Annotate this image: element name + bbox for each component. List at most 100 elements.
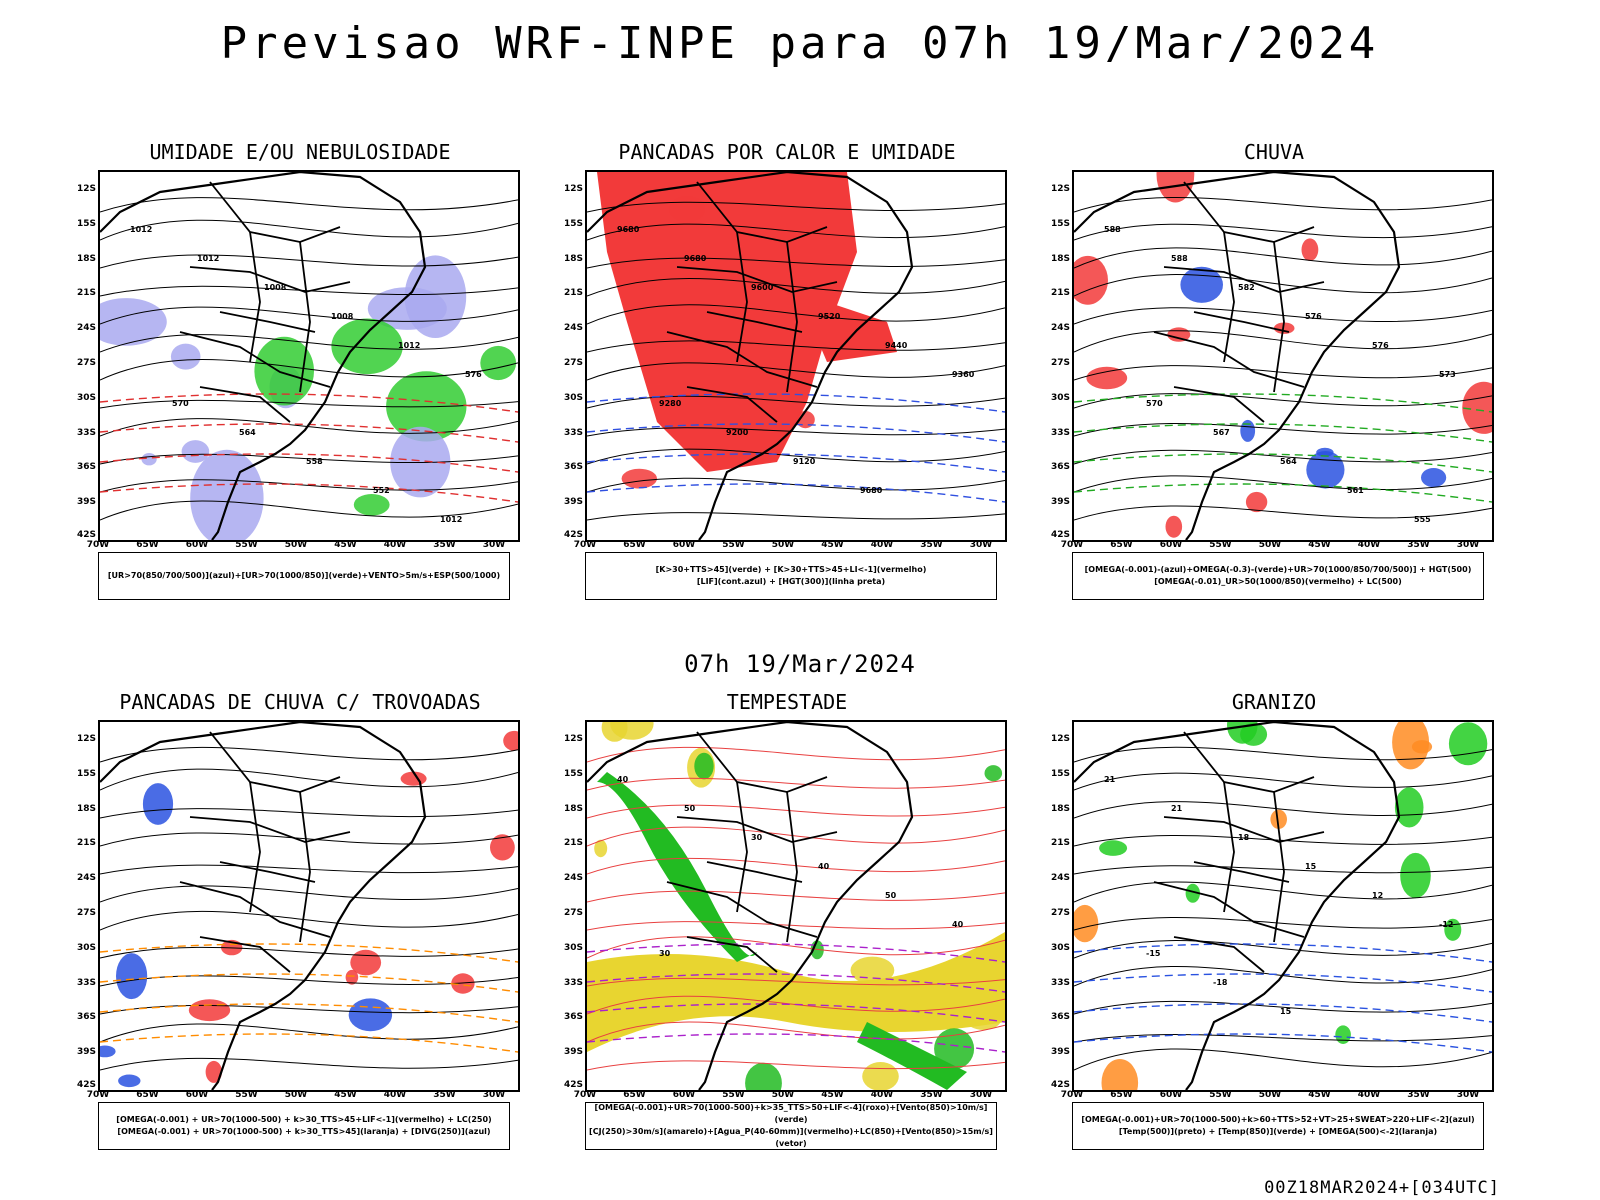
- coastline: [587, 172, 914, 540]
- dashed-contour: [100, 393, 518, 413]
- panel-title: GRANIZO: [1231, 690, 1317, 714]
- lat-tick-label: 18S: [76, 803, 96, 814]
- field-patch: [345, 969, 359, 985]
- state-boundary: [666, 881, 818, 938]
- contour-line: [1074, 1000, 1492, 1015]
- dashed-contour: [100, 1003, 518, 1023]
- coastline: [1074, 722, 1401, 1090]
- lon-tick-label: 50W: [284, 540, 308, 550]
- lon-tick-label: 65W: [1110, 1090, 1133, 1100]
- field-patch: [1074, 255, 1108, 305]
- lat-tick-label: 15S: [76, 768, 96, 779]
- dashed-contour: [587, 1003, 1005, 1023]
- field-patch: [885, 999, 921, 1019]
- lat-tick-label: 27S: [76, 358, 96, 368]
- lon-tick-label: 55W: [1209, 540, 1232, 550]
- lat-tick-label: 42S: [563, 1080, 583, 1090]
- field-patch: [1301, 238, 1319, 261]
- contour-line: [1074, 1048, 1492, 1071]
- legend-line: [LIF](cont.azul) + [HGT(300)](linha pret…: [696, 577, 886, 586]
- contour-label: 30: [751, 833, 763, 842]
- contour-line: [587, 257, 1005, 269]
- state-boundary: [1223, 231, 1235, 363]
- lon-tick-label: 70W: [1060, 540, 1084, 550]
- contour-label: 588: [1171, 254, 1188, 263]
- lat-tick-label: 42S: [76, 530, 96, 540]
- map-plot: 9680 9680 9600 9520 9440 9360 9280 9200 9120 9680: [587, 172, 1005, 540]
- legend-line: [Temp(500)](preto) + [Temp(850)](verde) …: [1118, 1127, 1438, 1136]
- contour-line: [100, 832, 518, 847]
- field-patch: [1156, 172, 1195, 203]
- field-patch: [100, 298, 167, 346]
- lon-tick-label: 45W: [821, 1090, 844, 1100]
- dashed-contour: [100, 483, 518, 503]
- contour-line: [587, 746, 1005, 763]
- field-patch: [934, 1028, 975, 1070]
- lat-tick-label: 12S: [76, 184, 96, 194]
- lat-tick-label: 18S: [563, 253, 583, 264]
- field-patch: [1400, 852, 1431, 899]
- lon-tick-label: 50W: [284, 1090, 308, 1100]
- contour-label: 564: [239, 428, 256, 437]
- lat-tick-label: 39S: [563, 1047, 583, 1058]
- contour-label: 21: [1171, 804, 1183, 813]
- lon-tick-label: 50W: [1258, 1090, 1282, 1100]
- field-patch: [1448, 722, 1488, 766]
- contour-line: [100, 418, 518, 437]
- dashed-contour: [587, 453, 1005, 473]
- contour-label: 555: [1414, 515, 1431, 524]
- contour-line: [100, 808, 518, 819]
- dashed-contour: [1074, 943, 1492, 963]
- lon-tick-label: 60W: [1159, 540, 1183, 550]
- field-patch: [142, 783, 174, 825]
- lon-tick-label: 30W: [1456, 540, 1480, 550]
- legend-line: [OMEGA(-0.001) + UR>70(1000-500) + k>30_…: [117, 1127, 491, 1136]
- contour-label: 9680: [860, 486, 883, 495]
- contour-line: [100, 910, 518, 931]
- lat-tick-label: 42S: [76, 1080, 96, 1090]
- contour-label: 582: [1238, 283, 1255, 292]
- contour-line: [1074, 223, 1492, 241]
- lon-tick-label: 65W: [136, 1090, 159, 1100]
- contour-label: 576: [465, 370, 482, 379]
- contour-line: [1074, 835, 1492, 847]
- lon-tick-label: 45W: [1308, 1090, 1331, 1100]
- lon-tick-label: 60W: [672, 1090, 696, 1100]
- legend-box: [OMEGA(-0.001)+UR>70(1000-500)+k>35_TTS>…: [585, 1102, 997, 1150]
- state-boundary: [299, 791, 311, 943]
- legend-box: [OMEGA(-0.001) + UR>70(1000-500) + k>30_…: [98, 1102, 510, 1150]
- lat-tick-label: 21S: [1050, 288, 1070, 299]
- dashed-contour: [1074, 1033, 1492, 1053]
- contour-line: [1074, 422, 1492, 437]
- contour-label: 12: [1372, 891, 1383, 900]
- dashed-contour: [1074, 973, 1492, 993]
- field-patch: [1086, 366, 1128, 390]
- lat-tick-label: 36S: [563, 462, 583, 473]
- field-patch: [353, 494, 390, 516]
- state-boundary: [736, 781, 748, 913]
- lat-tick-label: 18S: [1050, 253, 1070, 264]
- contour-line: [100, 479, 518, 493]
- lat-tick-label: 30S: [563, 392, 583, 403]
- field-patch: [1394, 787, 1424, 828]
- lon-tick-label: 40W: [383, 540, 407, 550]
- lon-tick-label: 55W: [235, 1090, 258, 1100]
- lat-tick-label: 36S: [76, 462, 96, 473]
- state-boundary: [1183, 731, 1315, 793]
- contour-line: [1074, 916, 1492, 931]
- lon-tick-label: 30W: [482, 540, 506, 550]
- field-patch: [610, 722, 654, 740]
- contour-label: 15: [1305, 862, 1317, 871]
- field-patch: [1074, 904, 1099, 943]
- state-boundary: [786, 791, 798, 943]
- state-boundary: [179, 881, 331, 938]
- contour-line: [587, 448, 1005, 465]
- field-patch: [796, 411, 815, 429]
- lon-tick-label: 50W: [771, 540, 795, 550]
- state-boundary: [1273, 791, 1285, 943]
- lon-tick-label: 70W: [86, 540, 110, 550]
- contour-line: [1074, 881, 1492, 903]
- map-panel-pancadas-calor: PANCADAS POR CALOR E UMIDADE 12S 15S 18S 21S…: [547, 140, 1027, 610]
- lon-tick-label: 45W: [334, 1090, 357, 1100]
- field-patch: [745, 1062, 782, 1090]
